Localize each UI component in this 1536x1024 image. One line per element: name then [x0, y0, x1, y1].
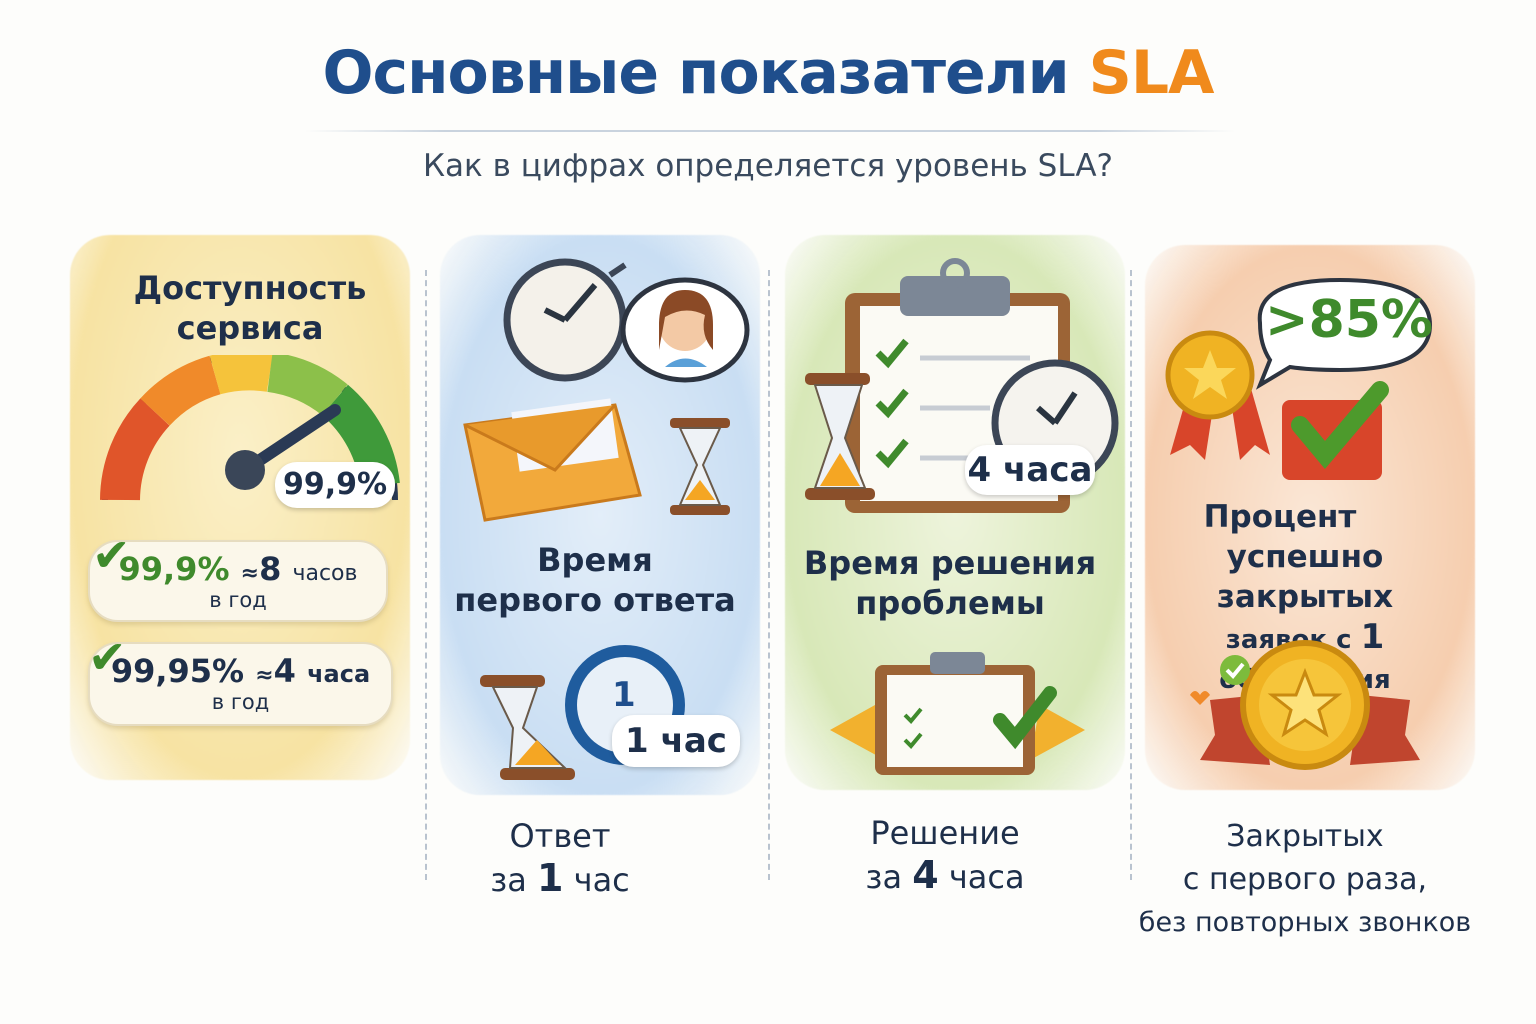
response-illustration — [463, 258, 750, 522]
clock-digit: 1 — [612, 675, 636, 715]
gauge-value: 99,9% — [275, 462, 395, 508]
availability-item: 99,9% ≈8 часов в год — [88, 540, 388, 622]
resolution-footer: Решение за 4 часа — [865, 814, 1025, 897]
medal-icon — [1165, 330, 1270, 460]
envelope-icon — [463, 398, 642, 522]
clock-icon — [503, 258, 627, 382]
check-icon: ✔ — [88, 630, 127, 684]
hourglass-icon — [670, 418, 730, 515]
support-agent-icon — [620, 277, 750, 383]
availability-heading: Доступность сервиса — [133, 269, 367, 347]
column-divider — [1130, 270, 1132, 880]
availability-item: 99,95% ≈4 часа в год — [88, 642, 393, 726]
hourglass-icon — [805, 373, 875, 500]
clipboard-check-icon — [830, 652, 1085, 775]
check-icon — [1282, 381, 1389, 480]
response-footer: Ответ за 1 час — [490, 817, 630, 900]
column-divider — [425, 270, 427, 880]
title-divider — [305, 130, 1235, 132]
medal-check-illustration — [1165, 277, 1433, 480]
title-main: Основные показатели — [322, 38, 1070, 108]
title-accent: SLA — [1088, 38, 1215, 108]
first-response-heading: Время первого ответа — [454, 541, 736, 619]
page-title: Основные показатели SLA — [0, 38, 1536, 108]
gold-coin-star-icon — [1190, 640, 1420, 770]
success-bubble-value: >85% — [1265, 290, 1434, 350]
column-divider — [768, 270, 770, 880]
first-contact-footer: Закрытых с первого раза, без повторных зво… — [1138, 819, 1472, 938]
resolution-heading: Время решения проблемы — [803, 544, 1097, 622]
response-badge: 1 час — [612, 715, 740, 767]
resolution-badge: 4 часа — [965, 445, 1095, 495]
check-icon: ✔ — [92, 528, 131, 582]
subtitle: Как в цифрах определяется уровень SLA? — [422, 148, 1113, 184]
